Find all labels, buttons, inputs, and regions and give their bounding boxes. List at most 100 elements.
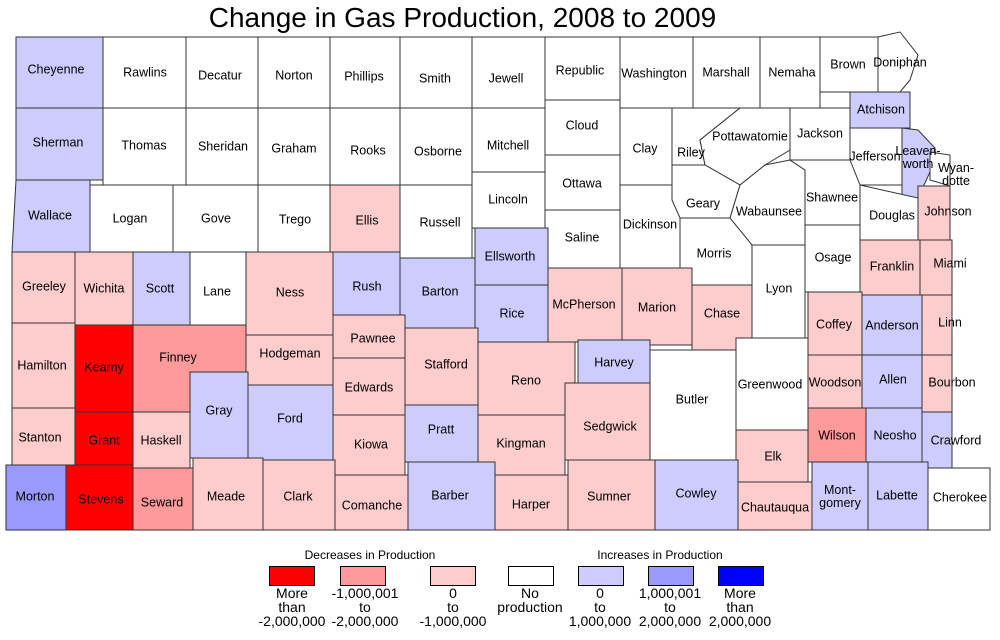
county-label-finney: Finney xyxy=(159,350,197,364)
county-label-wichita: Wichita xyxy=(84,281,125,295)
county-label-rush: Rush xyxy=(352,279,381,293)
county-label-reno: Reno xyxy=(511,373,541,387)
county-label-wilson: Wilson xyxy=(818,428,856,442)
county-label-jefferson: Jefferson xyxy=(849,149,900,163)
county-label-wyan-dotte: Wyan-dotte xyxy=(938,161,974,188)
county-label-dickinson: Dickinson xyxy=(623,217,677,231)
county-label-republic: Republic xyxy=(556,63,605,77)
county-label-wallace: Wallace xyxy=(28,208,72,222)
county-label-barber: Barber xyxy=(431,488,469,502)
county-label-lane: Lane xyxy=(203,284,231,298)
county-label-crawford: Crawford xyxy=(931,433,982,447)
county-label-graham: Graham xyxy=(271,141,316,155)
county-label-kiowa: Kiowa xyxy=(354,437,388,451)
county-label-seward: Seward xyxy=(141,495,183,509)
county-label-ness: Ness xyxy=(276,285,304,299)
county-label-greeley: Greeley xyxy=(22,279,67,293)
county-label-geary: Geary xyxy=(686,196,721,210)
county-label-jewell: Jewell xyxy=(489,71,524,85)
county-cherokee xyxy=(927,467,991,531)
county-label-pawnee: Pawnee xyxy=(350,331,395,345)
county-label-woodson: Woodson xyxy=(809,375,862,389)
county-label-pottawatomie: Pottawatomie xyxy=(712,129,788,143)
county-label-hamilton: Hamilton xyxy=(17,358,66,372)
county-label-ottawa: Ottawa xyxy=(562,176,602,190)
county-label-bourbon: Bourbon xyxy=(928,375,975,389)
county-label-edwards: Edwards xyxy=(345,380,394,394)
county-label-cherokee: Cherokee xyxy=(933,490,987,504)
county-label-elk: Elk xyxy=(764,449,782,463)
county-label-phillips: Phillips xyxy=(344,69,384,83)
county-label-osage: Osage xyxy=(815,250,852,264)
county-label-barton: Barton xyxy=(422,284,459,298)
county-atchison xyxy=(849,91,911,129)
county-label-ford: Ford xyxy=(277,411,303,425)
county-label-stanton: Stanton xyxy=(18,430,61,444)
county-label-sedgwick: Sedgwick xyxy=(583,419,637,433)
county-label-meade: Meade xyxy=(207,489,245,503)
county-label-rooks: Rooks xyxy=(350,143,385,157)
county-label-morris: Morris xyxy=(697,246,732,260)
county-label-leaven-worth: Leaven-worth xyxy=(895,144,940,171)
map-title: Change in Gas Production, 2008 to 2009 xyxy=(208,2,717,33)
county-label-kingman: Kingman xyxy=(496,436,545,450)
county-label-rawlins: Rawlins xyxy=(123,65,167,79)
county-label-washington: Washington xyxy=(621,66,687,80)
county-label-lyon: Lyon xyxy=(766,281,793,295)
county-label-ellis: Ellis xyxy=(356,213,379,227)
county-label-cowley: Cowley xyxy=(676,486,718,500)
county-label-decatur: Decatur xyxy=(198,68,242,82)
county-label-logan: Logan xyxy=(113,211,148,225)
county-label-doniphan: Doniphan xyxy=(873,55,927,69)
county-label-clark: Clark xyxy=(283,489,313,503)
county-label-lincoln: Lincoln xyxy=(488,192,528,206)
county-label-shawnee: Shawnee xyxy=(806,190,858,204)
county-label-brown: Brown xyxy=(830,57,865,71)
county-label-stevens: Stevens xyxy=(78,492,123,506)
county-label-rice: Rice xyxy=(499,306,524,320)
county-label-norton: Norton xyxy=(275,68,313,82)
county-label-coffey: Coffey xyxy=(816,317,853,331)
county-label-johnson: Johnson xyxy=(924,204,971,218)
county-label-stafford: Stafford xyxy=(424,357,468,371)
county-label-cheyenne: Cheyenne xyxy=(28,62,85,76)
county-label-greenwood: Greenwood xyxy=(738,377,803,391)
county-label-sumner: Sumner xyxy=(587,489,631,503)
county-label-anderson: Anderson xyxy=(865,318,919,332)
county-label-marshall: Marshall xyxy=(702,65,749,79)
county-label-ellsworth: Ellsworth xyxy=(485,249,536,263)
county-label-chautauqua: Chautauqua xyxy=(741,500,809,514)
county-label-russell: Russell xyxy=(420,215,461,229)
county-label-harper: Harper xyxy=(512,497,550,511)
county-label-smith: Smith xyxy=(419,71,451,85)
county-label-douglas: Douglas xyxy=(869,208,915,222)
county-label-hodgeman: Hodgeman xyxy=(259,346,320,360)
county-label-mitchell: Mitchell xyxy=(487,138,529,152)
county-label-mcpherson: McPherson xyxy=(552,297,615,311)
county-label-trego: Trego xyxy=(279,212,311,226)
county-label-gove: Gove xyxy=(201,211,231,225)
county-label-miami: Miami xyxy=(933,256,966,270)
county-label-kearny: Kearny xyxy=(84,360,124,374)
county-label-sherman: Sherman xyxy=(33,135,84,149)
county-label-franklin: Franklin xyxy=(870,259,915,273)
county-label-sheridan: Sheridan xyxy=(198,139,248,153)
county-label-marion: Marion xyxy=(638,300,676,314)
county-label-haskell: Haskell xyxy=(141,433,182,447)
county-label-nemaha: Nemaha xyxy=(768,65,815,79)
county-label-cloud: Cloud xyxy=(566,118,599,132)
county-label-allen: Allen xyxy=(879,372,907,386)
county-label-thomas: Thomas xyxy=(121,138,166,152)
county-label-mont-gomery: Mont-gomery xyxy=(819,483,861,510)
county-label-osborne: Osborne xyxy=(414,144,462,158)
county-label-linn: Linn xyxy=(938,315,962,329)
county-label-gray: Gray xyxy=(205,403,233,417)
county-label-comanche: Comanche xyxy=(342,498,402,512)
county-label-clay: Clay xyxy=(632,141,658,155)
county-label-jackson: Jackson xyxy=(797,126,843,140)
county-label-riley: Riley xyxy=(677,145,706,159)
county-label-pratt: Pratt xyxy=(428,422,455,436)
county-label-grant: Grant xyxy=(88,433,120,447)
county-label-neosho: Neosho xyxy=(873,428,916,442)
